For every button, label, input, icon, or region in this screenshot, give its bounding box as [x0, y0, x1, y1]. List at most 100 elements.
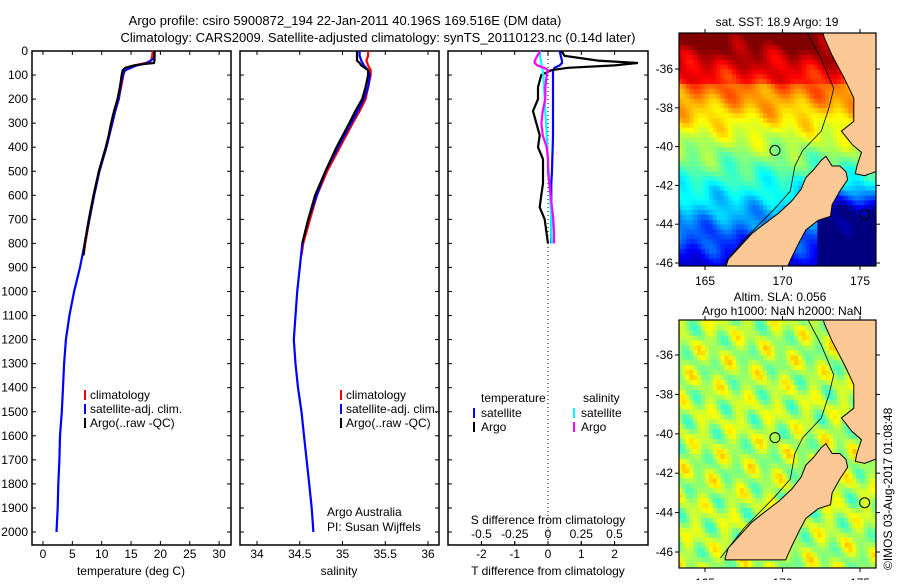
map-cell	[814, 103, 818, 108]
map-cell	[690, 498, 694, 503]
map-cell	[697, 444, 701, 449]
map-cell	[775, 419, 779, 424]
map-cell	[717, 79, 721, 84]
map-cell	[783, 414, 787, 419]
map-cell	[744, 390, 748, 395]
map-cell	[717, 171, 721, 176]
map-cell	[674, 40, 678, 45]
map-cell	[728, 468, 732, 473]
map-cell	[686, 325, 690, 330]
map-cell	[775, 156, 779, 161]
map-cell	[701, 429, 705, 434]
map-cell	[693, 122, 697, 127]
map-cell	[682, 244, 686, 249]
map-cell	[693, 478, 697, 483]
map-cell	[740, 409, 744, 414]
map-cell	[755, 449, 759, 454]
map-cell	[802, 444, 806, 449]
map-cell	[709, 40, 713, 45]
map-cell	[728, 79, 732, 84]
map-cell	[686, 513, 690, 518]
map-cell	[806, 137, 810, 142]
map-cell	[686, 200, 690, 205]
map-cell	[709, 64, 713, 69]
map-cell	[825, 59, 829, 64]
map-cell	[732, 147, 736, 152]
map-cell	[705, 449, 709, 454]
map-cell	[821, 84, 825, 89]
map-cell	[848, 268, 852, 273]
map-cell	[705, 557, 709, 562]
map-cell	[775, 424, 779, 429]
map-cell	[748, 84, 752, 89]
map-cell	[721, 498, 725, 503]
map-cell	[783, 429, 787, 434]
map-cell	[779, 156, 783, 161]
map-cell	[775, 84, 779, 89]
map-cell	[732, 429, 736, 434]
map-cell	[794, 473, 798, 478]
map-cell	[794, 463, 798, 468]
map-cell	[705, 151, 709, 156]
map-cell	[775, 360, 779, 365]
map-cell	[752, 118, 756, 123]
map-cell	[771, 394, 775, 399]
map-cell	[713, 185, 717, 190]
map-cell	[775, 35, 779, 40]
map-cell	[763, 424, 767, 429]
map-cell	[728, 103, 732, 108]
map-cell	[767, 40, 771, 45]
map-cell	[810, 69, 814, 74]
map-cell	[783, 340, 787, 345]
map-cell	[798, 127, 802, 132]
map-cell	[841, 195, 845, 200]
map-cell	[752, 454, 756, 459]
map-cell	[802, 108, 806, 113]
map-cell	[674, 503, 678, 508]
map-cell	[783, 562, 787, 567]
map-cell	[732, 345, 736, 350]
map-cell	[736, 98, 740, 103]
map-cell	[790, 449, 794, 454]
map-cell	[740, 50, 744, 55]
map-cell	[682, 527, 686, 532]
map-cell	[798, 321, 802, 326]
map-cell	[682, 132, 686, 137]
map-cell	[752, 84, 756, 89]
map-cell	[744, 215, 748, 220]
map-cell	[775, 444, 779, 449]
map-cell	[721, 434, 725, 439]
map-cell	[767, 108, 771, 113]
map-cell	[740, 166, 744, 171]
map-cell	[872, 234, 876, 239]
map-cell	[841, 200, 845, 205]
map-cell	[686, 439, 690, 444]
map-cell	[744, 147, 748, 152]
map-cell	[705, 88, 709, 93]
map-cell	[736, 468, 740, 473]
map-cell	[829, 113, 833, 118]
map-cell	[845, 219, 849, 224]
map-cell	[794, 434, 798, 439]
map-cell	[810, 84, 814, 89]
map-cell	[728, 350, 732, 355]
map-cell	[802, 64, 806, 69]
map-cell	[790, 365, 794, 370]
map-cell	[779, 161, 783, 166]
map-cell	[713, 166, 717, 171]
map-cell	[732, 113, 736, 118]
map-cell	[740, 454, 744, 459]
map-cell	[701, 219, 705, 224]
map-cell	[690, 321, 694, 326]
map-cell	[810, 108, 814, 113]
map-cell	[686, 176, 690, 181]
map-cell	[693, 532, 697, 537]
map-cell	[682, 103, 686, 108]
map-cell	[674, 330, 678, 335]
map-cell	[686, 542, 690, 547]
map-cell	[682, 40, 686, 45]
map-cell	[759, 409, 763, 414]
map-cell	[783, 434, 787, 439]
map-cell	[697, 88, 701, 93]
map-cell	[802, 156, 806, 161]
